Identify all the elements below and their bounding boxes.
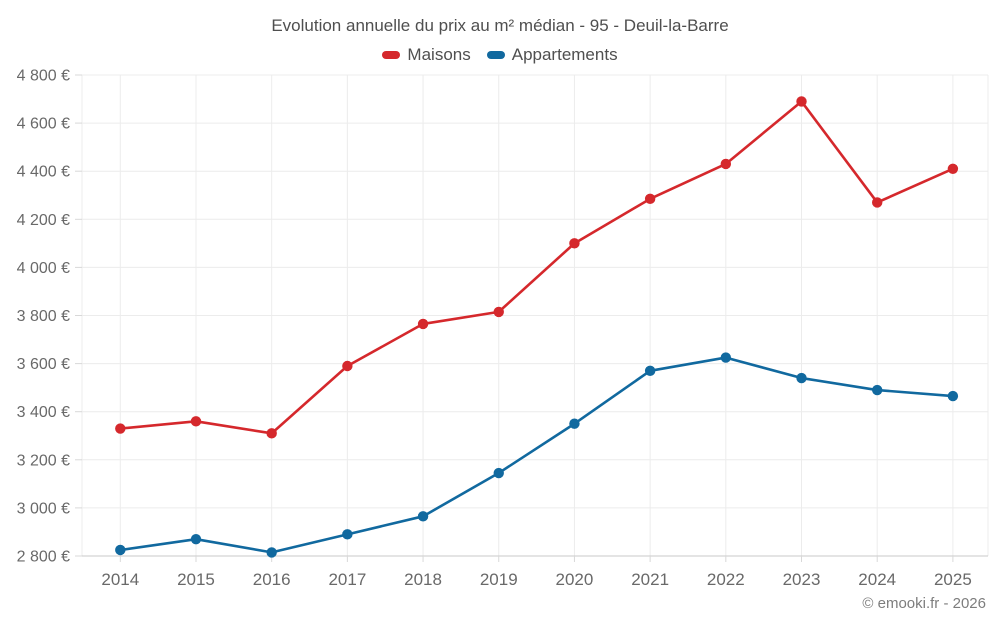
- appartements-point-2016[interactable]: [266, 547, 277, 558]
- maisons-point-2019[interactable]: [493, 306, 504, 318]
- appartements-point-2024[interactable]: [872, 384, 883, 396]
- y-axis-label: 3 000 €: [17, 500, 70, 517]
- maisons-point-2025[interactable]: [947, 163, 959, 174]
- maisons-point-2018[interactable]: [417, 318, 429, 330]
- legend-label-maisons: Maisons: [407, 45, 471, 64]
- y-axis-label: 4 600 €: [17, 116, 70, 133]
- appartements-point-2015[interactable]: [190, 533, 202, 545]
- maisons-point-2021[interactable]: [644, 193, 656, 205]
- x-axis-label-2023: 2023: [783, 570, 821, 589]
- y-axis-label: 3 600 €: [17, 356, 70, 373]
- maisons-point-2017[interactable]: [342, 360, 353, 372]
- x-axis-label-2015: 2015: [177, 570, 215, 589]
- maisons-point-2024[interactable]: [872, 197, 883, 208]
- maisons-point-2022[interactable]: [720, 158, 732, 170]
- appartements-point-2020[interactable]: [569, 418, 580, 429]
- maisons-point-2020[interactable]: [569, 238, 580, 249]
- x-axis-label-2020: 2020: [556, 570, 594, 589]
- maisons-point-2023[interactable]: [796, 96, 807, 107]
- appartements-point-2025[interactable]: [947, 390, 959, 402]
- y-axis-label: 3 800 €: [17, 308, 70, 325]
- legend: Maisons Appartements: [0, 45, 1000, 65]
- y-axis-label: 4 200 €: [17, 212, 70, 229]
- x-axis-label-2021: 2021: [631, 570, 669, 589]
- chart-title: Evolution annuelle du prix au m² médian …: [271, 16, 729, 35]
- appartements-series-line: [119, 356, 955, 554]
- maisons-point-2015[interactable]: [190, 416, 202, 427]
- maisons-series-swatch-icon: [382, 51, 401, 59]
- x-axis-label-2016: 2016: [253, 570, 291, 589]
- legend-item-appartements[interactable]: Appartements: [486, 45, 618, 65]
- appartements-point-2019[interactable]: [493, 467, 504, 479]
- y-axis-label: 4 800 €: [17, 68, 70, 85]
- y-axis-label: 4 000 €: [17, 260, 70, 277]
- maisons-point-2014[interactable]: [115, 423, 126, 434]
- y-axis-label: 4 400 €: [17, 164, 70, 181]
- x-axis-label-2022: 2022: [707, 570, 745, 589]
- appartements-series-swatch-icon: [486, 51, 505, 59]
- legend-label-appartements: Appartements: [511, 45, 618, 64]
- x-axis-label-2014: 2014: [101, 570, 139, 589]
- x-axis-label-2025: 2025: [934, 570, 972, 589]
- appartements-point-2017[interactable]: [342, 529, 353, 540]
- y-axis-label: 3 200 €: [17, 452, 70, 469]
- x-axis-label-2018: 2018: [404, 570, 442, 589]
- x-axis-label-2017: 2017: [328, 570, 366, 589]
- appartements-point-2014[interactable]: [115, 544, 126, 556]
- legend-item-maisons[interactable]: Maisons: [382, 45, 471, 65]
- appartements-point-2021[interactable]: [644, 365, 656, 377]
- maisons-series-line: [119, 100, 955, 435]
- appartements-point-2022[interactable]: [720, 352, 732, 363]
- appartements-point-2018[interactable]: [417, 511, 429, 522]
- copyright-footer: © emooki.fr - 2026: [862, 595, 986, 612]
- maisons-point-2016[interactable]: [266, 428, 277, 439]
- appartements-point-2023[interactable]: [796, 372, 807, 384]
- x-axis-label-2019: 2019: [480, 570, 518, 589]
- y-axis-label: 3 400 €: [17, 404, 70, 421]
- x-axis-label-2024: 2024: [858, 570, 896, 589]
- y-axis-label: 2 800 €: [17, 549, 70, 566]
